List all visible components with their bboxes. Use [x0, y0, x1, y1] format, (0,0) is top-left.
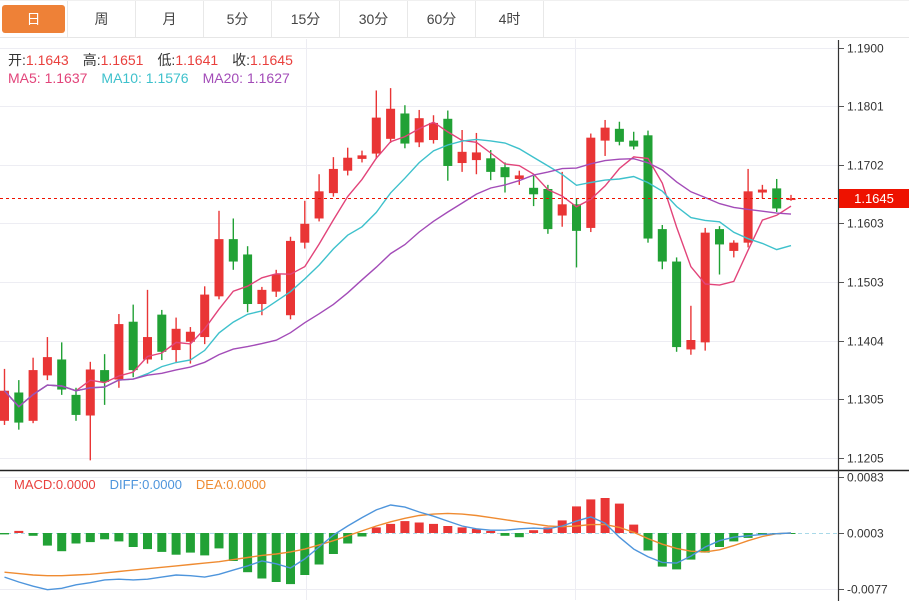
ma20-legend: MA20: 1.1627: [202, 70, 290, 86]
svg-text:1.1503: 1.1503: [847, 276, 884, 290]
ohlc-high: 高:1.1651: [82, 52, 144, 68]
ohlc-legend: 开:1.1643 高:1.1651 低:1.1641 收:1.1645: [8, 50, 307, 70]
tab-week-label: 周: [94, 11, 109, 27]
svg-text:0.0003: 0.0003: [847, 527, 884, 541]
current-price-badge: 1.1645: [839, 189, 909, 208]
ohlc-open: 开:1.1643: [8, 52, 69, 68]
tab-day-label: 日: [2, 5, 65, 33]
tab-week[interactable]: 周: [68, 1, 136, 37]
svg-text:1.1404: 1.1404: [847, 335, 884, 349]
svg-text:1.1801: 1.1801: [847, 100, 884, 114]
tab-4hour-label: 4时: [498, 11, 521, 27]
ma-legend: MA5: 1.1637 MA10: 1.1576 MA20: 1.1627: [8, 70, 304, 86]
tab-60min-label: 60分: [426, 11, 457, 27]
svg-text:0.0083: 0.0083: [847, 471, 884, 485]
tab-day[interactable]: 日: [0, 1, 68, 37]
svg-text:1.1702: 1.1702: [847, 159, 884, 173]
tab-30min-label: 30分: [358, 11, 389, 27]
tab-15min-label: 15分: [290, 11, 321, 27]
svg-text:-0.0077: -0.0077: [847, 583, 888, 597]
tab-5min-label: 5分: [226, 11, 249, 27]
diff-value: DIFF:0.0000: [109, 477, 182, 492]
svg-text:1.1205: 1.1205: [847, 452, 884, 466]
tab-4hour[interactable]: 4时: [476, 1, 544, 37]
ma5-legend: MA5: 1.1637: [8, 70, 88, 86]
svg-text:1.1603: 1.1603: [847, 217, 884, 231]
dea-value: DEA:0.0000: [195, 477, 267, 492]
ma10-legend: MA10: 1.1576: [101, 70, 189, 86]
tab-30min[interactable]: 30分: [340, 1, 408, 37]
svg-text:1.1305: 1.1305: [847, 393, 884, 407]
ohlc-low: 低:1.1641: [157, 52, 219, 68]
timeframe-tabbar: 日 周 月 5分 15分 30分 60分 4时: [0, 0, 909, 38]
tab-15min[interactable]: 15分: [272, 1, 340, 37]
ohlc-close: 收:1.1645: [232, 52, 293, 68]
macd-value: MACD:0.0000: [14, 477, 96, 492]
tab-month-label: 月: [162, 11, 177, 27]
macd-legend: MACD:0.0000 DIFF:0.0000 DEA:0.0000: [14, 477, 280, 492]
current-price-value: 1.1645: [854, 191, 894, 206]
tab-60min[interactable]: 60分: [408, 1, 476, 37]
svg-text:1.1900: 1.1900: [847, 42, 884, 56]
tab-5min[interactable]: 5分: [204, 1, 272, 37]
tab-month[interactable]: 月: [136, 1, 204, 37]
